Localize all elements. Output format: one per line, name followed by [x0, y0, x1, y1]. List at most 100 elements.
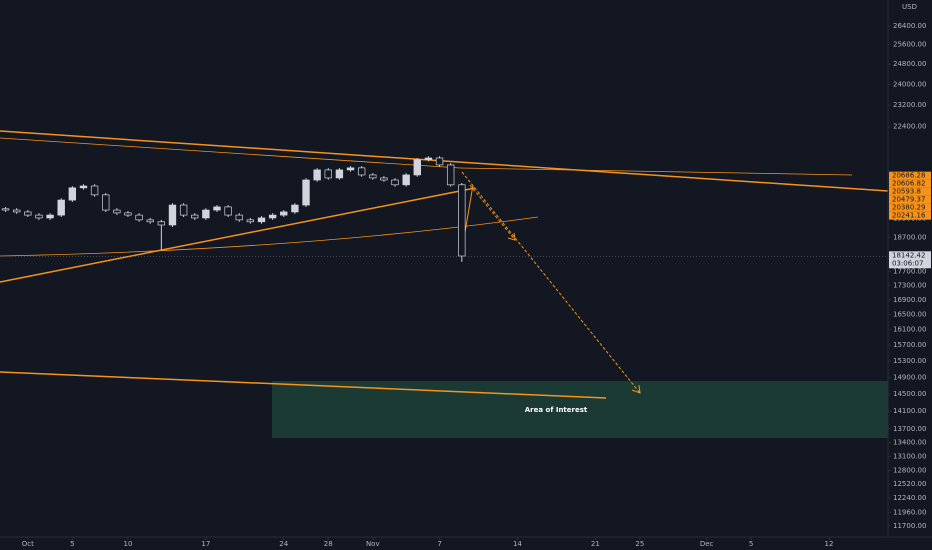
axis-labels: 26400.00 25600.00 24800.00 24000.00 23200.00…	[22, 22, 931, 548]
drawing-price: 20606.82	[892, 180, 925, 188]
drawing-price-box	[889, 179, 931, 188]
arrow-head	[631, 384, 641, 394]
candle-body	[46, 214, 54, 219]
candle-body	[202, 209, 210, 219]
candle-body	[146, 219, 154, 223]
candle-body	[35, 214, 43, 219]
trend-line	[0, 130, 932, 195]
drawing-price: 20686.28	[892, 172, 925, 180]
candle-body	[57, 199, 65, 216]
x-tick-label: Dec	[700, 540, 714, 548]
candle-body	[213, 206, 221, 211]
drawings	[0, 130, 932, 399]
drawing-price-box	[889, 171, 931, 180]
y-tick-label: 11960.00	[893, 508, 926, 516]
x-tick-label: 28	[324, 540, 333, 548]
candles	[0, 156, 888, 262]
y-tick-label: 24000.00	[893, 80, 926, 88]
candle-body	[346, 167, 355, 171]
projection-arrow	[461, 171, 641, 394]
y-tick-label: 15300.00	[893, 357, 926, 365]
x-tick-label: 14	[513, 540, 522, 548]
y-tick-label: 12800.00	[893, 467, 926, 475]
x-tick-label: 5	[749, 540, 753, 548]
price-axis	[888, 0, 932, 550]
y-tick-label: 15700.00	[893, 341, 926, 349]
last-price: 18142.42	[892, 251, 925, 259]
y-tick-label: 16500.00	[893, 311, 926, 319]
candle-body	[113, 209, 121, 214]
candle-body	[280, 211, 288, 216]
x-tick-label: 25	[635, 540, 644, 548]
projection-arrow	[469, 184, 516, 241]
currency: USD	[902, 3, 917, 11]
y-tick-label: 12520.00	[893, 480, 926, 488]
y-tick-label: 13400.00	[893, 438, 926, 446]
candle-body	[424, 157, 433, 161]
candle-body	[291, 204, 299, 213]
candle-body	[124, 212, 132, 216]
candle-body	[302, 179, 310, 206]
candle-body	[13, 209, 21, 213]
drawing-price: 20479.37	[892, 196, 925, 204]
candle-body	[235, 214, 243, 221]
candle-body	[335, 169, 344, 179]
y-tick-label: 14100.00	[893, 407, 926, 415]
area-of-interest	[272, 381, 888, 438]
y-tick-label: 16900.00	[893, 296, 926, 304]
x-tick-label: 7	[437, 540, 441, 548]
annotation: Area of Interest	[525, 406, 588, 414]
x-tick-label: 12	[825, 540, 834, 548]
trend-line	[0, 137, 461, 169]
drawing-price-box	[889, 211, 931, 220]
drawing-price: 20380.29	[892, 204, 925, 212]
candle-body	[224, 206, 232, 216]
candle-body	[168, 204, 177, 226]
y-tick-label: 23200.00	[893, 101, 926, 109]
y-tick-label: 25600.00	[893, 41, 926, 49]
candle-body	[369, 174, 377, 179]
trend-line	[459, 167, 853, 176]
candle-body	[179, 204, 188, 216]
arrow-head	[507, 232, 516, 241]
y-tick-label: 12240.00	[893, 494, 926, 502]
x-tick-label: 21	[591, 540, 600, 548]
y-tick-label: 17700.00	[893, 267, 926, 275]
countdown: 03:06:07	[892, 259, 923, 267]
y-tick-label: 13100.00	[893, 452, 926, 460]
candle-body	[135, 214, 143, 221]
last-price-box	[889, 251, 931, 269]
candle-body	[324, 169, 332, 179]
candle-body	[24, 211, 32, 216]
candle-body	[458, 184, 466, 257]
x-tick-label: Oct	[22, 540, 34, 548]
y-tick-label: 14500.00	[893, 390, 926, 398]
candle-body	[1, 208, 10, 211]
trend-line	[0, 371, 607, 399]
drawing-price-box	[889, 203, 931, 212]
candle-body	[191, 214, 199, 219]
candle-body	[257, 217, 266, 223]
candle-body	[380, 177, 388, 181]
y-tick-label: 13700.00	[893, 425, 926, 433]
candle-body	[102, 194, 110, 211]
y-tick-label: 26400.00	[893, 22, 926, 30]
candle-body	[313, 169, 321, 181]
trend-line	[0, 187, 476, 283]
candle-body	[413, 159, 421, 176]
y-tick-label: 14900.00	[893, 373, 926, 381]
candle-body	[246, 219, 255, 223]
candle-body	[391, 179, 399, 186]
candle-body	[446, 164, 455, 186]
y-tick-label: 24800.00	[893, 60, 926, 68]
drawing-price: 20593.8	[892, 188, 921, 196]
drawing-price-box	[889, 195, 931, 204]
candle-body	[268, 214, 277, 219]
candle-body	[435, 157, 444, 166]
drawing-price-box	[889, 187, 931, 196]
y-tick-label: 17300.00	[893, 282, 926, 290]
trend-curve	[0, 216, 539, 257]
